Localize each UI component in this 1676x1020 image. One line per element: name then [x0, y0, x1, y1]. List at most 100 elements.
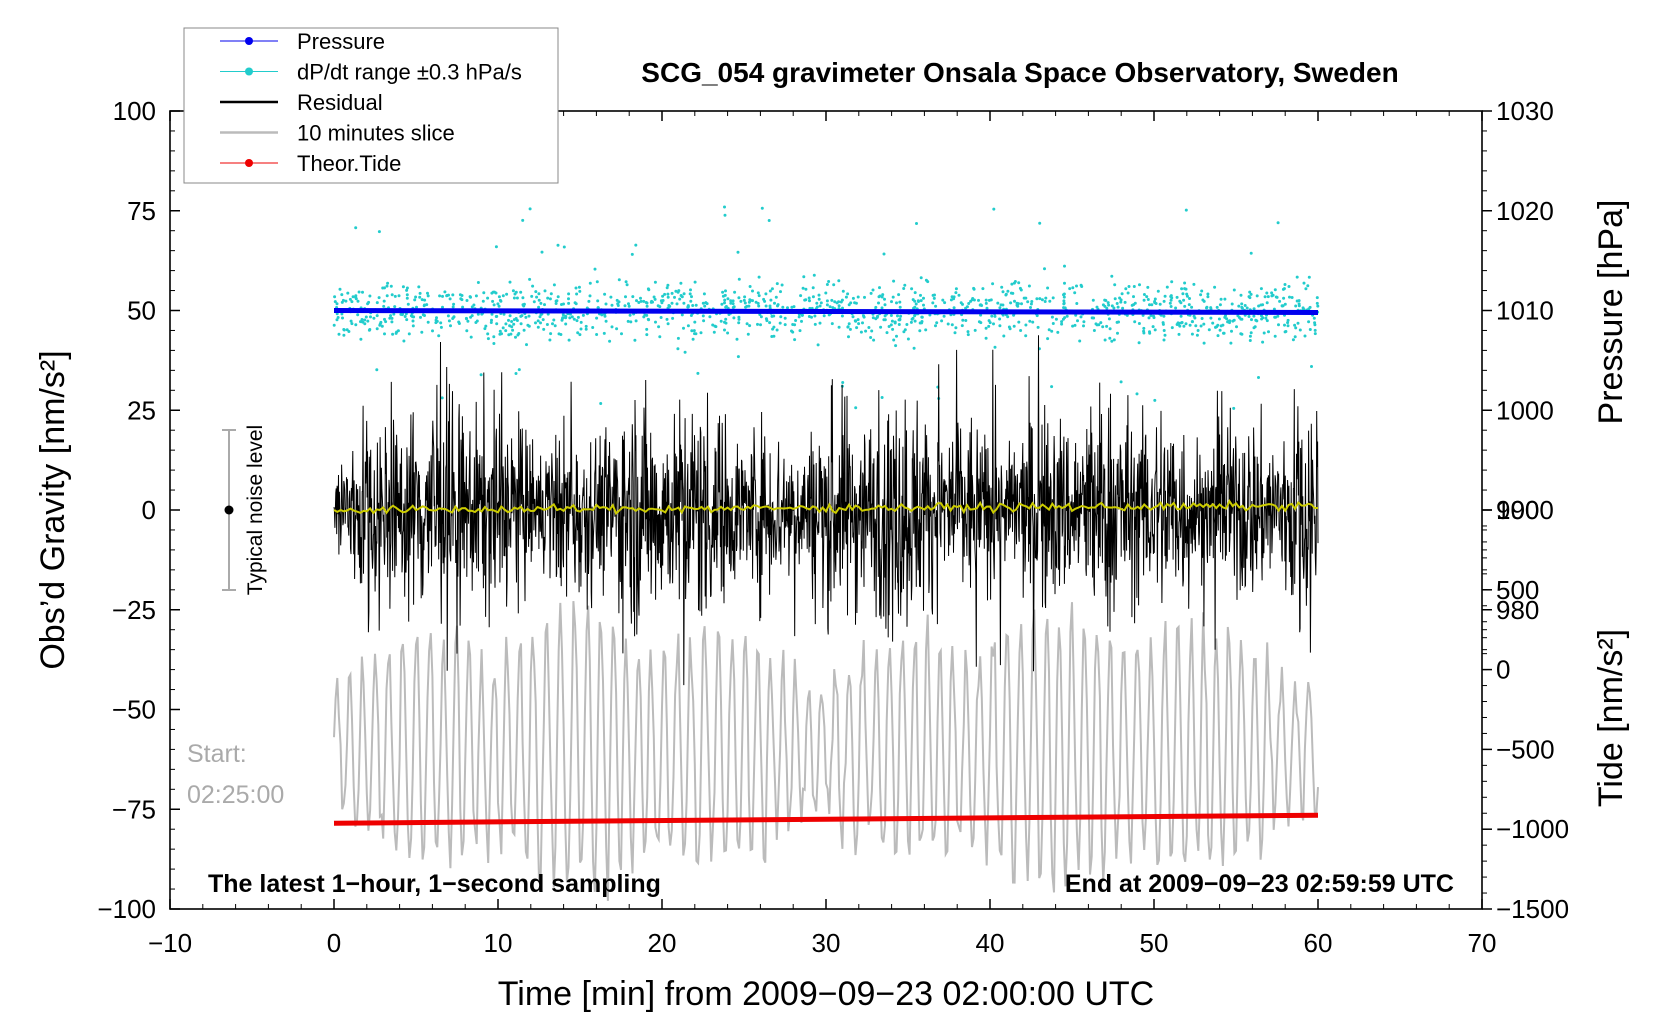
dpdt-point — [1240, 317, 1244, 321]
dpdt-point — [883, 303, 887, 307]
dpdt-point — [1183, 304, 1187, 308]
dpdt-point — [548, 338, 552, 342]
dpdt-point — [496, 302, 500, 306]
dpdt-point — [498, 298, 502, 302]
dpdt-point — [723, 328, 726, 332]
dpdt-point — [349, 319, 353, 323]
dpdt-point — [1183, 287, 1187, 291]
dpdt-point — [877, 301, 880, 305]
dpdt-point — [853, 319, 857, 323]
dpdt-point — [448, 297, 452, 301]
dpdt-point — [1303, 334, 1307, 338]
dpdt-point — [1232, 288, 1236, 292]
dpdt-point — [735, 337, 739, 341]
dpdt-point — [882, 252, 886, 256]
dpdt-point — [354, 323, 358, 327]
dpdt-point — [837, 325, 841, 329]
dpdt-point — [928, 313, 932, 317]
dpdt-point — [896, 314, 899, 318]
dpdt-point — [452, 315, 456, 319]
dpdt-point — [872, 338, 876, 342]
dpdt-point — [1245, 306, 1249, 310]
dpdt-point — [393, 294, 397, 298]
dpdt-point — [465, 329, 469, 333]
dpdt-point — [940, 319, 944, 323]
dpdt-point — [519, 322, 523, 326]
dpdt-point — [742, 298, 746, 302]
dpdt-point — [773, 301, 776, 305]
dpdt-point — [898, 300, 902, 304]
dpdt-point — [743, 295, 747, 299]
dpdt-point — [1286, 324, 1290, 328]
dpdt-point — [1103, 338, 1107, 342]
dpdt-point — [512, 318, 516, 322]
dpdt-point — [922, 296, 925, 300]
dpdt-point — [1187, 303, 1191, 307]
dpdt-point — [451, 293, 455, 297]
dpdt-point — [1263, 295, 1267, 299]
dpdt-point — [418, 295, 422, 299]
dpdt-point — [1265, 319, 1269, 323]
dpdt-point — [1192, 282, 1196, 286]
dpdt-point — [861, 321, 864, 325]
dpdt-point — [361, 290, 364, 294]
dpdt-point — [375, 301, 379, 305]
dpdt-point — [1099, 321, 1103, 325]
y-left-tick-label: −50 — [112, 695, 156, 725]
dpdt-point — [1153, 297, 1157, 301]
dpdt-point — [818, 321, 822, 325]
dpdt-point — [883, 297, 886, 301]
dpdt-point — [1132, 285, 1136, 288]
dpdt-point — [447, 319, 451, 323]
dpdt-point — [898, 305, 902, 309]
dpdt-point — [1051, 322, 1055, 325]
dpdt-point — [385, 294, 389, 298]
dpdt-point — [692, 329, 696, 333]
dpdt-point — [1264, 316, 1268, 320]
dpdt-point — [859, 330, 863, 334]
dpdt-point — [863, 295, 866, 299]
dpdt-point — [604, 319, 608, 323]
dpdt-point — [1152, 314, 1156, 318]
dpdt-point — [1124, 287, 1128, 291]
dpdt-point — [405, 286, 409, 290]
dpdt-point — [920, 321, 924, 325]
dpdt-point — [470, 305, 474, 309]
dpdt-point — [501, 294, 505, 298]
dpdt-point — [1209, 306, 1213, 310]
dpdt-point — [783, 323, 787, 327]
dpdt-point — [1215, 305, 1219, 309]
dpdt-point — [1027, 284, 1031, 288]
dpdt-point — [914, 302, 918, 306]
dpdt-point — [840, 314, 844, 318]
dpdt-point — [528, 207, 532, 211]
dpdt-point — [1313, 332, 1317, 336]
pressure-tick-label: 1000 — [1496, 395, 1554, 425]
dpdt-point — [757, 275, 761, 279]
dpdt-point — [917, 300, 920, 303]
dpdt-point — [1313, 328, 1317, 332]
dpdt-point — [624, 280, 628, 284]
dpdt-point — [1184, 208, 1188, 212]
dpdt-point — [1294, 304, 1298, 308]
dpdt-point — [491, 299, 495, 303]
pressure-tick-label: 1020 — [1496, 196, 1554, 226]
legend-label: Residual — [297, 90, 383, 115]
dpdt-point — [743, 301, 747, 305]
dpdt-point — [584, 327, 588, 331]
dpdt-point — [1169, 305, 1173, 308]
dpdt-point — [663, 292, 667, 296]
y-left-tick-label: 100 — [113, 96, 156, 126]
dpdt-point — [537, 298, 541, 302]
dpdt-point — [998, 324, 1002, 328]
dpdt-point — [405, 296, 409, 300]
dpdt-point — [1132, 295, 1135, 299]
dpdt-point — [979, 313, 983, 317]
dpdt-point — [645, 333, 649, 337]
dpdt-point — [1227, 319, 1231, 323]
dpdt-point — [411, 324, 415, 328]
dpdt-point — [691, 337, 695, 341]
dpdt-point — [830, 298, 834, 302]
dpdt-point — [688, 292, 692, 296]
dpdt-point — [1050, 329, 1054, 333]
